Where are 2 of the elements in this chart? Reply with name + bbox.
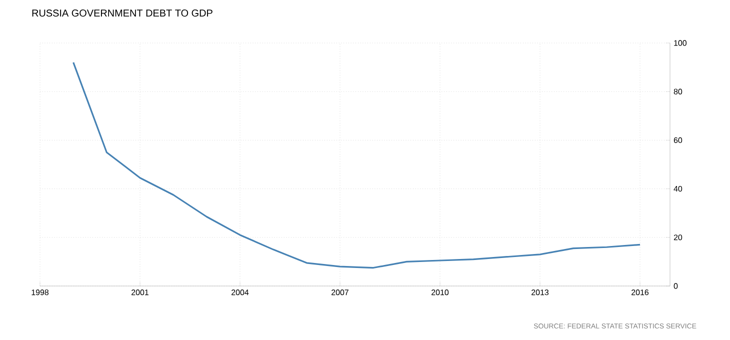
chart-title: RUSSIA GOVERNMENT DEBT TO GDP	[32, 10, 212, 17]
line-series	[72, 62, 641, 269]
